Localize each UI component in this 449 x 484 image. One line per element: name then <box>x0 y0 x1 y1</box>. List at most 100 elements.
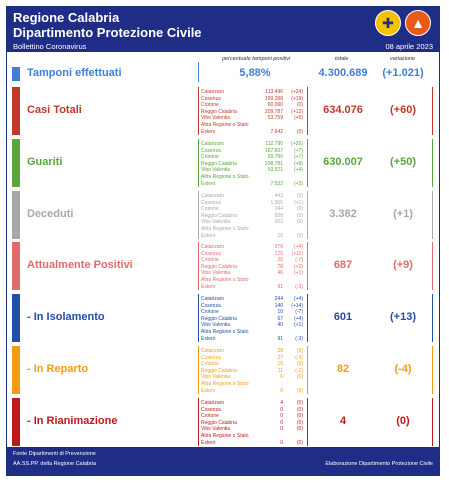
province-name: Reggio Calabria <box>201 419 237 426</box>
section-color-tag <box>12 346 20 394</box>
province-value: 28 <box>277 348 283 354</box>
province-row: Cosenza 175 (+11) <box>201 251 303 258</box>
section-right-sep <box>432 398 433 446</box>
province-value: 7.642 <box>270 128 283 135</box>
section-variation: (+9) <box>393 259 413 271</box>
province-name: Reggio Calabria <box>201 367 237 374</box>
section-variation: (0) <box>396 415 410 427</box>
province-value: 10 <box>277 361 283 368</box>
province-value: 209.787 <box>264 108 283 115</box>
section-variation: (+13) <box>390 311 416 323</box>
province-name: Altra Regione o Stato Estero <box>201 173 249 187</box>
province-value: 46 <box>277 270 283 277</box>
province-row: Altra Regione o Stato Estero 7.532 (+3) <box>201 174 303 187</box>
province-row: Catanzaro 4 (0) <box>201 400 303 407</box>
province-row: Vibo Valentia 202 (0) <box>201 219 303 226</box>
province-value: 244 <box>274 206 283 213</box>
province-row: Cosenza 146 (+14) <box>201 303 303 310</box>
footer-elaboration: Elaborazione Dipartimento Protezione Civ… <box>325 461 433 467</box>
province-value: 146 <box>274 302 283 309</box>
province-delta: (0) <box>296 400 303 406</box>
section-label: Attualmente Positivi <box>27 259 133 271</box>
province-delta: (+4) <box>293 296 303 302</box>
province-delta: (0) <box>296 374 303 381</box>
tamponi-total: 4.300.689 <box>318 67 368 79</box>
province-name: Vibo Valentia <box>201 219 231 226</box>
province-delta: (0) <box>296 419 303 426</box>
province-row: Cosenza 187.607 (+7) <box>201 148 303 155</box>
province-delta: (-7) <box>295 309 303 316</box>
province-delta: (0) <box>296 232 303 239</box>
section-mid-sep <box>307 191 308 239</box>
province-name: Reggio Calabria <box>201 160 237 167</box>
section-total: 601 <box>333 311 353 323</box>
province-value: 59.790 <box>267 154 283 161</box>
province-name: Crotone <box>201 413 219 420</box>
province-row: Crotone 244 (0) <box>201 206 303 213</box>
section-variation: (+60) <box>390 104 416 116</box>
province-name: Cosenza <box>201 250 221 257</box>
province-row: Catanzaro 112.790 (+20) <box>201 141 303 148</box>
province-row: Cosenza 1.506 (+1) <box>201 200 303 207</box>
section-label: - In Isolamento <box>27 311 105 323</box>
province-name: Catanzaro <box>201 296 225 302</box>
province-value: 6 <box>280 374 283 381</box>
province-delta: (+12) <box>291 108 303 115</box>
province-name: Altra Regione o Stato Estero <box>201 380 249 394</box>
province-delta: (0) <box>296 102 303 109</box>
province-value: 27 <box>277 354 283 361</box>
section-color-tag <box>12 242 20 290</box>
province-row: Reggio Calabria 928 (0) <box>201 213 303 220</box>
province-row: Reggio Calabria 0 (0) <box>201 420 303 427</box>
tamponi-sep <box>198 62 199 82</box>
section-color-tag <box>12 87 20 135</box>
section-mid-sep <box>307 87 308 135</box>
province-list: Catanzaro 4 (0) Cosenza 0 (0) Crotone 0 (0) Reggi… <box>201 400 303 446</box>
province-row: Altra Regione o Stato Estero 7.642 (0) <box>201 122 303 135</box>
province-list: Catanzaro 113.496 (+24) Cosenza 199.288 (+19)… <box>201 89 303 135</box>
section-label: Guariti <box>27 156 63 168</box>
province-row: Cosenza 0 (0) <box>201 407 303 414</box>
province-delta: (0) <box>296 387 303 394</box>
section-right-sep <box>432 191 433 239</box>
province-value: 276 <box>274 244 283 250</box>
section-label: Casi Totali <box>27 104 82 116</box>
province-row: Reggio Calabria 78 (+3) <box>201 264 303 271</box>
province-name: Catanzaro <box>201 244 225 250</box>
province-name: Reggio Calabria <box>201 212 237 219</box>
province-row: Crotone 60.090 (0) <box>201 102 303 109</box>
province-value: 53.521 <box>267 167 283 174</box>
province-value: 1.506 <box>270 199 283 206</box>
province-delta: (+1) <box>293 270 303 277</box>
province-name: Vibo Valentia <box>201 167 231 174</box>
province-row: Catanzaro 276 (+4) <box>201 244 303 251</box>
tamponi-variation: (+1.021) <box>382 67 424 79</box>
province-value: 0 <box>280 413 283 420</box>
section-total: 687 <box>333 259 353 271</box>
province-name: Catanzaro <box>201 141 225 147</box>
subtitle-bar: Bollettino Coronavirus 08 aprile 2023 <box>7 41 439 52</box>
province-name: Altra Regione o Stato Estero <box>201 121 249 135</box>
province-delta: (-7) <box>295 257 303 264</box>
province-value: 0 <box>280 439 283 446</box>
province-value: 113.496 <box>265 89 283 95</box>
header-bar: Regione Calabria Dipartimento Protezione… <box>7 7 439 41</box>
province-row: Crotone 10 (-7) <box>201 309 303 316</box>
province-name: Reggio Calabria <box>201 315 237 322</box>
province-value: 10 <box>277 309 283 316</box>
province-name: Cosenza <box>201 147 221 154</box>
province-row: Reggio Calabria 209.787 (+12) <box>201 109 303 116</box>
province-name: Crotone <box>201 361 219 368</box>
province-row: Vibo Valentia 6 (0) <box>201 374 303 381</box>
province-value: 0 <box>280 406 283 413</box>
province-row: Altra Regione o Stato Estero 91 (-3) <box>201 277 303 290</box>
province-name: Crotone <box>201 206 219 213</box>
province-delta: (0) <box>296 193 303 199</box>
province-value: 20 <box>277 257 283 264</box>
region-emblem-icon: ✚ <box>375 10 401 36</box>
section-right-sep <box>432 87 433 135</box>
province-delta: (0) <box>296 348 303 354</box>
province-row: Cosenza 199.288 (+19) <box>201 96 303 103</box>
province-name: Vibo Valentia <box>201 374 231 381</box>
province-row: Vibo Valentia 0 (0) <box>201 426 303 433</box>
